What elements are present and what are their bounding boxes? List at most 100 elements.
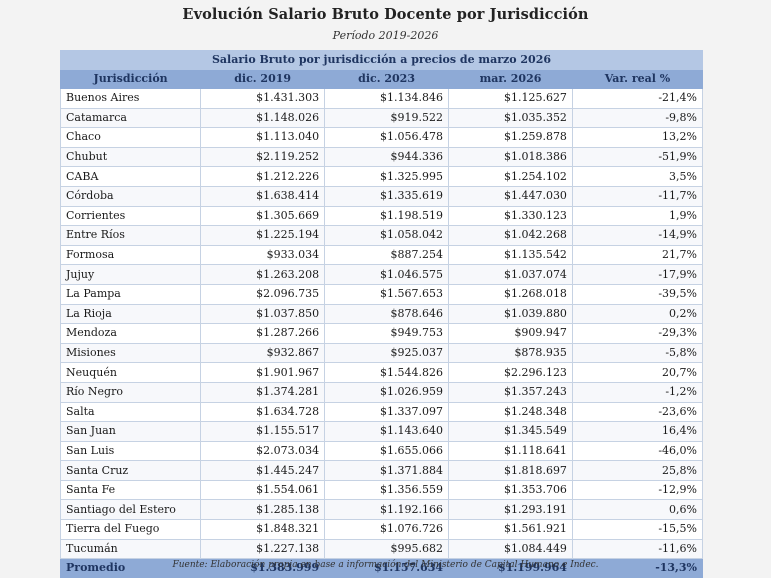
cell-var-real: -11,6% xyxy=(571,538,704,560)
cell-var-real: 0,6% xyxy=(571,499,704,521)
cell-var-real: -15,5% xyxy=(571,519,704,540)
table-row: La Pampa $2.096.735 $1.567.653 $1.268.018 -3… xyxy=(59,283,704,305)
table-row: Mendoza $1.287.266 $949.753 $909.947 -29,3% xyxy=(59,323,704,344)
cell-dic-2023: $878.646 xyxy=(324,303,450,325)
table-row: Misiones $932.867 $925.037 $878.935 -5,8% xyxy=(59,342,704,364)
cell-mar-2026: $1.561.921 xyxy=(448,519,573,540)
cell-var-real: -5,8% xyxy=(571,342,704,364)
table-row: Tucumán $1.227.138 $995.682 $1.084.449 -11,6… xyxy=(59,538,704,560)
cell-dic-2023: $944.336 xyxy=(324,146,450,168)
cell-var-real: 1,9% xyxy=(571,205,704,227)
cell-var-real: 0,2% xyxy=(571,303,704,325)
cell-dic-2019: $1.634.728 xyxy=(200,401,326,423)
cell-jurisdiccion: Tucumán xyxy=(59,538,202,560)
table-row: Tierra del Fuego $1.848.321 $1.076.726 $1.5… xyxy=(59,519,704,540)
cell-dic-2019: $1.638.414 xyxy=(200,185,326,207)
cell-dic-2019: $1.554.061 xyxy=(200,479,326,501)
cell-dic-2023: $1.544.826 xyxy=(324,362,450,383)
cell-var-real: -29,3% xyxy=(571,323,704,344)
cell-dic-2019: $1.431.303 xyxy=(200,88,326,109)
cell-var-real: -14,9% xyxy=(571,225,704,246)
cell-dic-2019: $1.227.138 xyxy=(200,538,326,560)
cell-var-real: -39,5% xyxy=(571,283,704,305)
cell-dic-2023: $1.356.559 xyxy=(324,479,450,501)
cell-dic-2019: $1.901.967 xyxy=(200,362,326,383)
cell-jurisdiccion: Misiones xyxy=(59,342,202,364)
cell-mar-2026: $2.296.123 xyxy=(448,362,573,383)
cell-mar-2026: $1.135.542 xyxy=(448,244,573,266)
cell-mar-2026: $1.330.123 xyxy=(448,205,573,227)
cell-var-real: -21,4% xyxy=(571,88,704,109)
cell-dic-2019: $1.848.321 xyxy=(200,519,326,540)
table-row: Río Negro $1.374.281 $1.026.959 $1.357.243-… xyxy=(59,381,704,403)
table-caption: Salario Bruto por jurisdicción a precios… xyxy=(60,50,703,70)
table-row: San Luis $2.073.034 $1.655.066 $1.118.641 -4… xyxy=(59,440,704,462)
cell-dic-2023: $1.337.097 xyxy=(324,401,450,423)
cell-dic-2023: $1.046.575 xyxy=(324,264,450,285)
cell-dic-2023: $1.198.519 xyxy=(324,205,450,227)
cell-jurisdiccion: Catamarca xyxy=(59,107,202,129)
cell-dic-2019: $1.155.517 xyxy=(200,421,326,442)
cell-var-real: -17,9% xyxy=(571,264,704,285)
cell-dic-2019: $1.212.226 xyxy=(200,166,326,187)
table-total-row: Promedio $1.383.999 $1.157.634 $1.199.96… xyxy=(59,558,704,578)
table-row: Buenos Aires $1.431.303 $1.134.846 $1.125.6… xyxy=(59,88,704,109)
table-row: Salta $1.634.728 $1.337.097 $1.248.348 -23,6… xyxy=(59,401,704,423)
table-row: Neuquén $1.901.967 $1.544.826 $2.296.123 20,… xyxy=(59,362,704,383)
cell-jurisdiccion: Jujuy xyxy=(59,264,202,285)
cell-jurisdiccion: Río Negro xyxy=(59,381,202,403)
cell-jurisdiccion: Corrientes xyxy=(59,205,202,227)
cell-jurisdiccion: Buenos Aires xyxy=(59,88,202,109)
cell-dic-2023: $1.371.884 xyxy=(324,460,450,481)
cell-mar-2026: $1.035.352 xyxy=(448,107,573,129)
cell-dic-2023: $1.335.619 xyxy=(324,185,450,207)
table-row: CABA $1.212.226 $1.325.995 $1.254.102 3,5% xyxy=(59,166,704,187)
total-dic-2023: $1.157.634 xyxy=(324,558,450,578)
cell-dic-2023: $995.682 xyxy=(324,538,450,560)
cell-mar-2026: $1.357.243 xyxy=(448,381,573,403)
column-header-jurisdiccion: Jurisdicción xyxy=(59,69,202,89)
cell-var-real: -51,9% xyxy=(571,146,704,168)
table-row: Formosa $933.034 $887.254 $1.135.542 21,7% xyxy=(59,244,704,266)
cell-dic-2023: $925.037 xyxy=(324,342,450,364)
table-caption-row: Salario Bruto por jurisdicción a precios… xyxy=(60,50,703,70)
column-header-dic-2023: dic. 2023 xyxy=(324,69,450,89)
table-row: Jujuy $1.263.208 $1.046.575 $1.037.074 -17,9… xyxy=(59,264,704,285)
cell-jurisdiccion: San Luis xyxy=(59,440,202,462)
cell-dic-2023: $919.522 xyxy=(324,107,450,129)
cell-mar-2026: $1.118.641 xyxy=(448,440,573,462)
total-var-real: -13,3% xyxy=(571,558,704,578)
table-row: Córdoba $1.638.414 $1.335.619 $1.447.030 -11… xyxy=(59,185,704,207)
cell-jurisdiccion: Mendoza xyxy=(59,323,202,344)
cell-dic-2023: $1.134.846 xyxy=(324,88,450,109)
cell-dic-2019: $2.073.034 xyxy=(200,440,326,462)
cell-dic-2023: $1.058.042 xyxy=(324,225,450,246)
total-mar-2026: $1.199.964 xyxy=(448,558,573,578)
cell-var-real: -1,2% xyxy=(571,381,704,403)
cell-jurisdiccion: Tierra del Fuego xyxy=(59,519,202,540)
page-subtitle: Período 2019-2026 xyxy=(332,29,439,42)
cell-var-real: -23,6% xyxy=(571,401,704,423)
cell-dic-2019: $2.096.735 xyxy=(200,283,326,305)
cell-mar-2026: $1.042.268 xyxy=(448,225,573,246)
cell-var-real: -11,7% xyxy=(571,185,704,207)
cell-dic-2023: $1.655.066 xyxy=(324,440,450,462)
cell-dic-2023: $1.076.726 xyxy=(324,519,450,540)
cell-dic-2019: $1.263.208 xyxy=(200,264,326,285)
source-note: Fuente: Elaboración propia en base a inf… xyxy=(172,560,599,570)
cell-jurisdiccion: San Juan xyxy=(59,421,202,442)
cell-var-real: -46,0% xyxy=(571,440,704,462)
cell-dic-2019: $932.867 xyxy=(200,342,326,364)
cell-dic-2019: $2.119.252 xyxy=(200,146,326,168)
total-dic-2019: $1.383.999 xyxy=(200,558,326,578)
cell-dic-2019: $1.287.266 xyxy=(200,323,326,344)
cell-mar-2026: $1.345.549 xyxy=(448,421,573,442)
cell-mar-2026: $1.018.386 xyxy=(448,146,573,168)
cell-dic-2019: $1.445.247 xyxy=(200,460,326,481)
cell-mar-2026: $1.293.191 xyxy=(448,499,573,521)
table-row: Catamarca $1.148.026 $919.522 $1.035.352 -9,… xyxy=(59,107,704,129)
cell-jurisdiccion: Córdoba xyxy=(59,185,202,207)
table-header-row: Jurisdicción dic. 2019 dic. 2023 mar. 20… xyxy=(59,69,704,89)
table-row: Santa Cruz $1.445.247 $1.371.884 $1.818.697… xyxy=(59,460,704,481)
cell-dic-2019: $1.225.194 xyxy=(200,225,326,246)
